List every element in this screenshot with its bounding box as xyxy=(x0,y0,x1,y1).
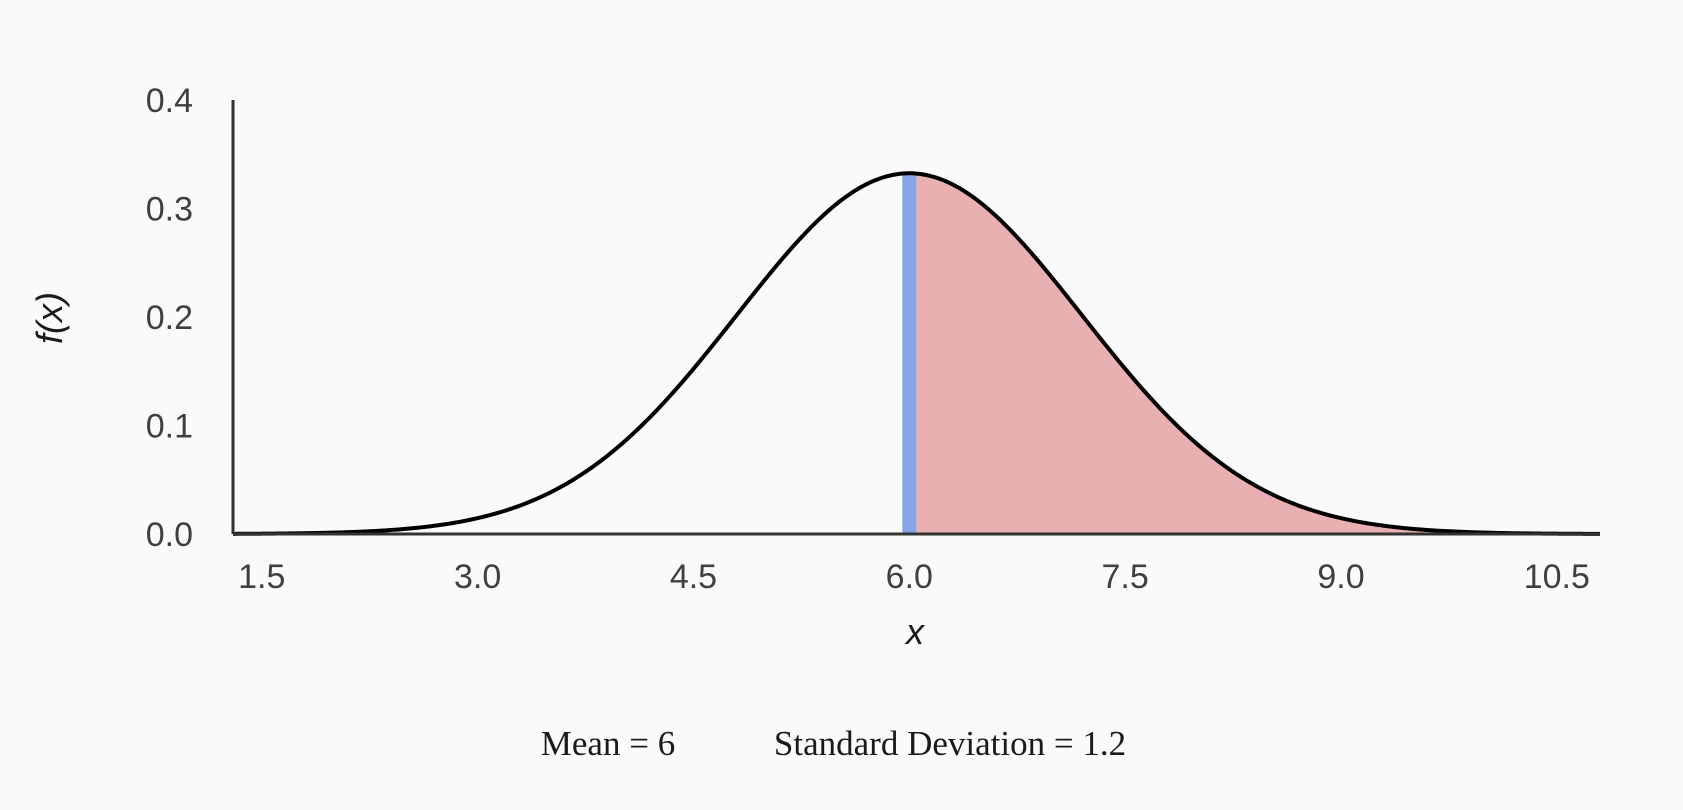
x-tick-labels: 1.5 3.0 4.5 6.0 7.5 9.0 10.5 xyxy=(238,558,1590,596)
x-tick-label: 6.0 xyxy=(886,558,933,596)
x-tick-label: 3.0 xyxy=(454,558,501,596)
x-tick-label: 7.5 xyxy=(1102,558,1149,596)
y-tick-labels: 0.0 0.1 0.2 0.3 0.4 xyxy=(146,82,193,554)
y-tick-label: 0.1 xyxy=(146,408,193,446)
y-tick-label: 0.4 xyxy=(146,82,193,120)
y-tick-label: 0.0 xyxy=(146,516,193,554)
y-tick-label: 0.3 xyxy=(146,191,193,229)
x-tick-label: 4.5 xyxy=(670,558,717,596)
x-axis-title: x xyxy=(904,611,926,652)
shaded-area xyxy=(909,173,1600,535)
x-tick-label: 10.5 xyxy=(1524,558,1590,596)
x-tick-label: 1.5 xyxy=(238,558,285,596)
y-axis-title: f(x) xyxy=(29,292,70,344)
density-curve xyxy=(232,171,1601,536)
plot-area xyxy=(231,100,1601,536)
y-tick-label: 0.2 xyxy=(146,299,193,337)
x-tick-label: 9.0 xyxy=(1317,558,1364,596)
caption-mean: Mean = 6 xyxy=(541,724,675,763)
caption-standard-deviation: Standard Deviation = 1.2 xyxy=(774,724,1126,763)
mean-marker-line xyxy=(902,173,917,535)
